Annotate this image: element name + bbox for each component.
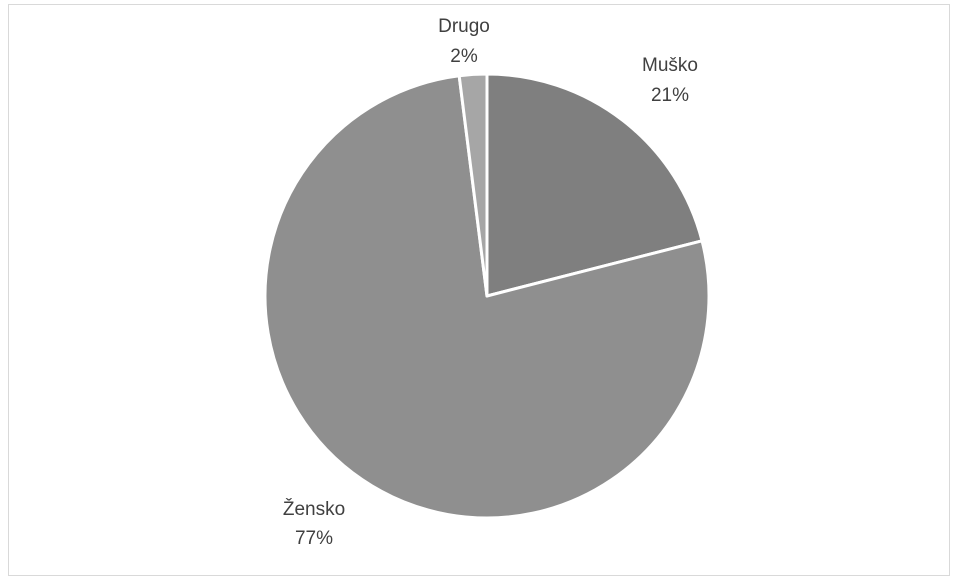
slice-value-label: 21% (651, 85, 689, 106)
slice-value-label: 2% (450, 46, 478, 67)
pie-slice-muško (485, 72, 704, 298)
slice-labels: Muško 21% Žensko 77% Drugo 2% (283, 16, 698, 549)
slice-category-label: Muško (642, 55, 698, 76)
pie-slices (263, 72, 711, 520)
slice-value-label: 77% (295, 528, 333, 549)
slice-category-label: Žensko (283, 498, 345, 520)
pie-slice-drugo (457, 72, 489, 298)
slice-category-label: Drugo (438, 16, 490, 37)
